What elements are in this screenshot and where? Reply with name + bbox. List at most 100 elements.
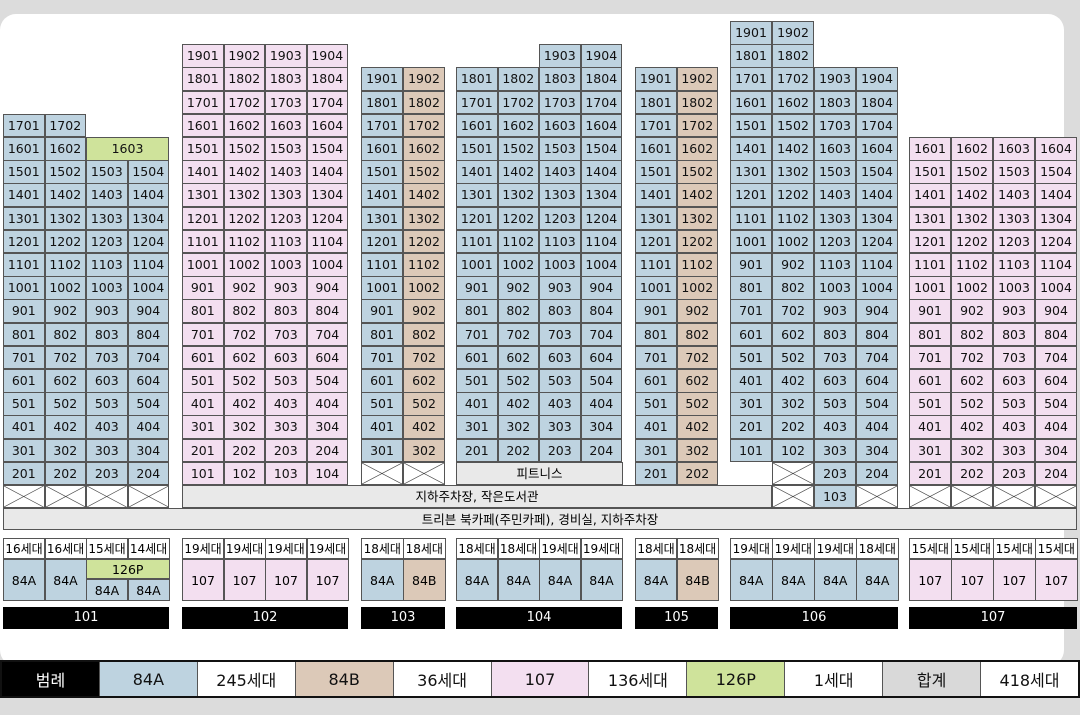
unit-cell: 502	[223, 369, 265, 393]
unit-cell: 1604	[306, 113, 348, 138]
unit-cell: 1501	[909, 160, 951, 184]
unit-cell: 1102	[403, 253, 445, 277]
legend-swatch-84b: 84B	[295, 662, 394, 696]
unit-cell: 1401	[730, 137, 772, 161]
unit-cell: 1502	[44, 160, 86, 184]
unit-cell: 1602	[951, 137, 993, 161]
unit-cell: 402	[223, 392, 265, 416]
empty-ground-cell	[361, 462, 403, 485]
unit-cell: 703	[814, 345, 856, 370]
unit-cell: 1402	[44, 183, 86, 208]
unit-cell: 903	[993, 299, 1035, 324]
unit-cell: 1601	[730, 90, 772, 115]
unit-cell: 1204	[306, 206, 348, 231]
unit-cell: 402	[497, 392, 539, 416]
unit-cell: 902	[44, 299, 86, 324]
unit-cell: 1604	[1035, 137, 1077, 161]
unit-count-label: 19세대	[182, 538, 224, 559]
unit-cell: 503	[993, 392, 1035, 416]
unit-cell: 801	[635, 322, 677, 347]
unit-type-cell: 84A	[580, 559, 623, 601]
unit-cell: 302	[772, 392, 814, 416]
empty-ground-cell	[127, 485, 169, 508]
unit-type-cell: 107	[909, 559, 952, 601]
unit-cell: 504	[1035, 392, 1077, 416]
unit-cell: 1301	[361, 206, 403, 231]
unit-cell: 1604	[580, 113, 622, 138]
unit-cell: 101	[182, 461, 224, 486]
unit-cell: 1002	[676, 276, 718, 300]
unit-cell: 1503	[993, 160, 1035, 184]
unit-cell: 303	[539, 415, 581, 440]
unit-cell: 801	[456, 299, 498, 324]
unit-cell: 1401	[182, 160, 224, 184]
unit-cell: 501	[635, 392, 677, 416]
unit-cell: 901	[909, 299, 951, 324]
unit-cell: 701	[456, 322, 498, 347]
unit-cell: 1104	[127, 253, 169, 277]
unit-cell: 504	[127, 392, 169, 416]
unit-cell: 1903	[814, 67, 856, 92]
unit-cell: 903	[265, 276, 307, 300]
unit-count-label: 15세대	[993, 538, 1036, 559]
unit-cell: 1004	[127, 276, 169, 300]
unit-cell: 1302	[223, 183, 265, 208]
unit-cell: 1302	[772, 160, 814, 184]
unit-cell: 1902	[403, 67, 445, 92]
unit-cell: 1601	[909, 137, 951, 161]
unit-cell: 202	[676, 461, 718, 486]
unit-cell: 804	[1035, 322, 1077, 347]
building-label: 107	[909, 607, 1077, 629]
unit-cell: 1601	[635, 137, 677, 161]
unit-cell: 1104	[1035, 253, 1077, 277]
unit-cell: 704	[306, 322, 348, 347]
unit-cell: 1404	[580, 160, 622, 184]
unit-cell: 601	[182, 345, 224, 370]
unit-cell: 1301	[909, 206, 951, 231]
unit-cell: 1301	[3, 206, 45, 231]
unit-count-label: 15세대	[86, 538, 128, 559]
empty-ground-cell	[403, 462, 445, 485]
unit-cell: 302	[676, 438, 718, 463]
unit-cell: 1603	[814, 137, 856, 161]
unit-cell: 802	[497, 299, 539, 324]
unit-cell: 701	[730, 299, 772, 324]
unit-cell: 701	[635, 345, 677, 370]
unit-cell: 1904	[580, 44, 622, 68]
unit-cell: 1902	[676, 67, 718, 92]
unit-cell: 1202	[44, 229, 86, 254]
unit-cell: 603	[993, 369, 1035, 393]
unit-count-label: 19세대	[580, 538, 623, 559]
unit-type-cell: 107	[993, 559, 1036, 601]
unit-cell: 502	[403, 392, 445, 416]
unit-cell: 1403	[814, 183, 856, 208]
legend-count-126p: 1세대	[785, 662, 884, 696]
unit-cell: 503	[86, 392, 128, 416]
unit-cell: 1602	[497, 113, 539, 138]
unit-cell: 301	[182, 415, 224, 440]
unit-cell: 1003	[993, 276, 1035, 300]
unit-cell: 102	[223, 461, 265, 486]
unit-type-cell: 84B	[403, 559, 446, 601]
unit-cell: 1402	[951, 183, 993, 208]
unit-cell: 1001	[730, 229, 772, 254]
unit-cell: 801	[182, 299, 224, 324]
unit-cell: 1401	[635, 183, 677, 208]
unit-cell: 1501	[635, 160, 677, 184]
unit-type-cell-126p: 126P	[86, 559, 170, 579]
unit-cell: 301	[456, 415, 498, 440]
unit-cell: 404	[1035, 415, 1077, 440]
unit-cell: 804	[856, 322, 898, 347]
unit-cell: 701	[3, 345, 45, 370]
unit-cell: 1103	[993, 253, 1035, 277]
unit-cell: 1504	[127, 160, 169, 184]
unit-cell: 1601	[456, 113, 498, 138]
unit-cell: 1403	[539, 160, 581, 184]
unit-cell: 1801	[456, 67, 498, 92]
unit-count-label: 18세대	[497, 538, 540, 559]
unit-cell: 803	[993, 322, 1035, 347]
unit-cell: 401	[361, 415, 403, 440]
unit-cell: 1002	[951, 276, 993, 300]
unit-cell: 702	[497, 322, 539, 347]
unit-cell: 902	[676, 299, 718, 324]
